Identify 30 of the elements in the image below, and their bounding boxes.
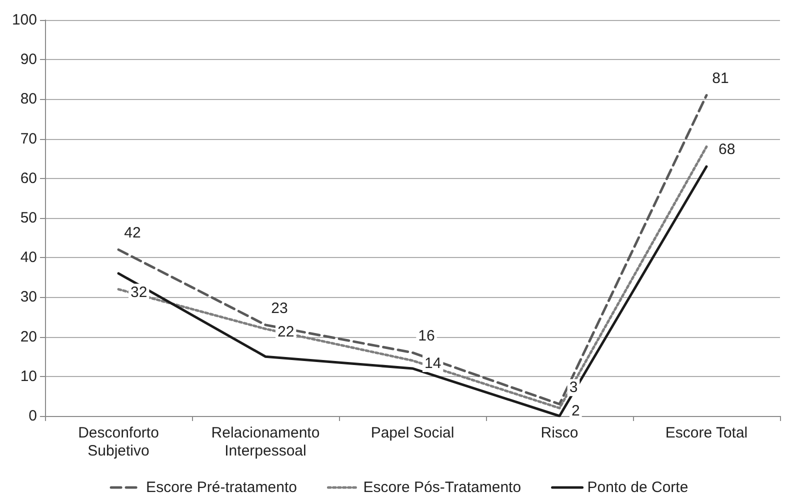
y-tick-label: 70 xyxy=(20,130,37,148)
y-tick-label: 10 xyxy=(20,368,37,385)
x-tick-label: Risco xyxy=(540,424,578,442)
data-label: 32 xyxy=(130,284,148,301)
y-tick-label: 50 xyxy=(20,210,37,226)
data-label: 81 xyxy=(712,70,729,88)
data-label: 16 xyxy=(418,328,435,345)
y-tick-label: 20 xyxy=(20,328,37,346)
x-tick-label: Papel Social xyxy=(370,424,454,442)
data-label: 42 xyxy=(124,224,141,242)
y-tick-label: 30 xyxy=(20,288,37,306)
data-label: 2 xyxy=(572,402,580,420)
y-tick-label: 40 xyxy=(20,249,37,266)
data-label: 68 xyxy=(718,141,736,158)
x-tick-label: Desconforto Subjetivo xyxy=(78,424,159,460)
y-tick-label: 100 xyxy=(12,12,37,28)
x-tick-label: Relacionamento Interpessoal xyxy=(211,424,320,460)
line-series xyxy=(117,94,708,406)
data-label: 23 xyxy=(271,300,288,317)
legend-label: Escore Pré-tratamento xyxy=(146,479,297,496)
y-tick-label: 0 xyxy=(28,408,37,424)
y-tick-label: 90 xyxy=(20,51,37,68)
data-label: 22 xyxy=(278,323,294,340)
data-label: 3 xyxy=(569,379,578,396)
x-tick-label: Escore Total xyxy=(665,424,748,442)
legend-label: Escore Pós-Tratamento xyxy=(363,479,522,496)
data-label: 14 xyxy=(424,355,442,372)
y-tick-label: 60 xyxy=(20,170,37,187)
y-tick-label: 80 xyxy=(20,90,37,108)
legend-label: Ponto de Corte xyxy=(587,479,688,496)
